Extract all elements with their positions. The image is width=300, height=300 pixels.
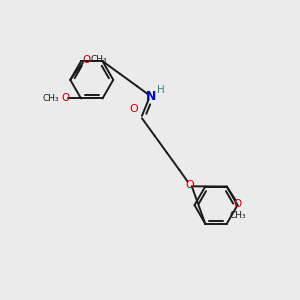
Text: CH₃: CH₃: [90, 55, 107, 64]
Text: O: O: [82, 56, 90, 65]
Text: O: O: [185, 179, 194, 190]
Text: O: O: [129, 104, 138, 114]
Text: O: O: [61, 93, 69, 103]
Text: O: O: [234, 200, 242, 209]
Text: H: H: [157, 85, 164, 95]
Text: CH₃: CH₃: [230, 211, 246, 220]
Text: CH₃: CH₃: [43, 94, 59, 103]
Text: N: N: [146, 90, 157, 103]
